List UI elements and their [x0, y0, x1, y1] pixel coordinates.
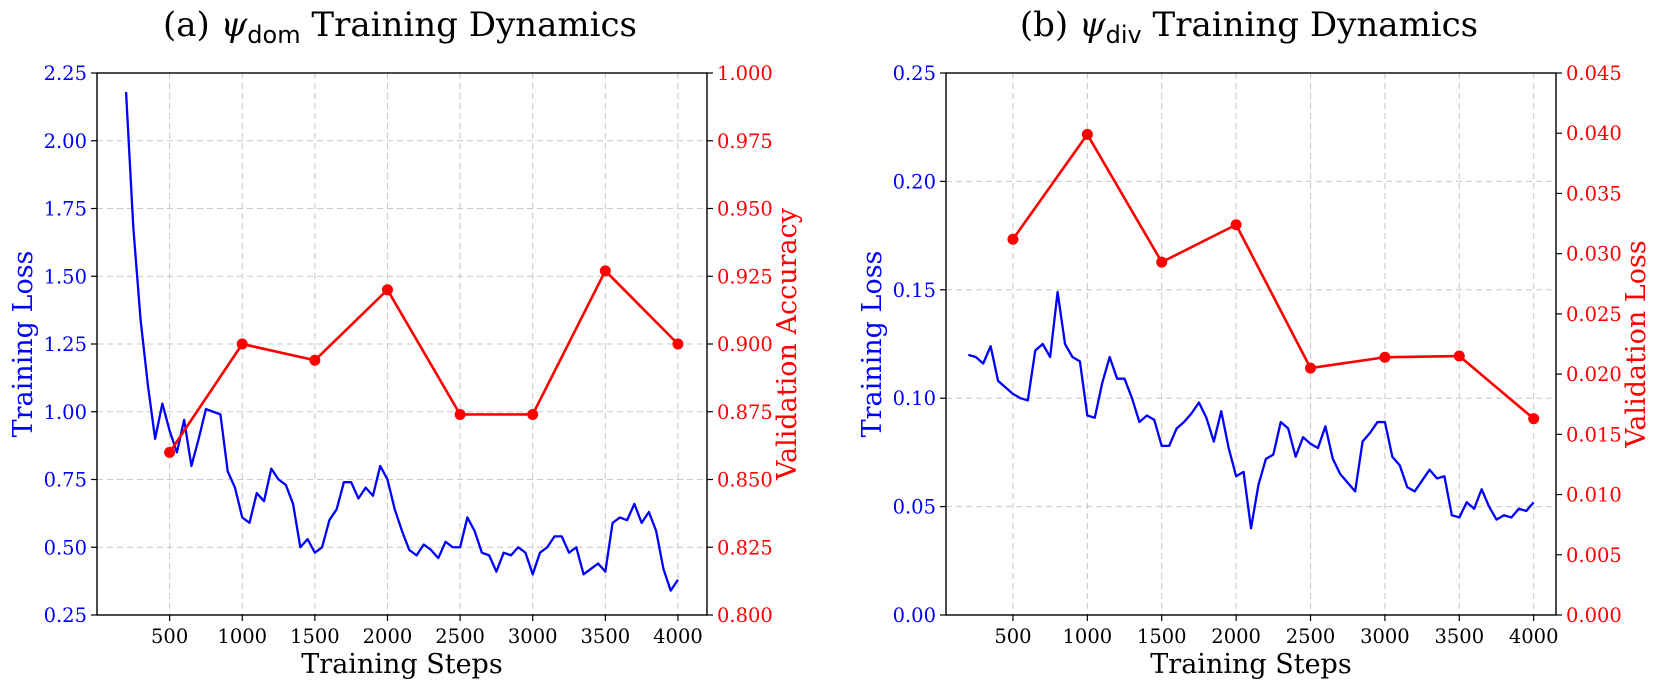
x-tick-label: 3500 — [1434, 625, 1484, 648]
y-tick-label: 0.50 — [44, 536, 87, 559]
x-tick-label: 2000 — [1211, 625, 1261, 648]
y2-tick-label: 0.925 — [717, 265, 773, 288]
validation-accuracy-marker — [454, 408, 466, 420]
validation-accuracy-marker — [164, 446, 176, 458]
x-axis-label: Training Steps — [301, 649, 502, 680]
y2-tick-label: 0.015 — [1566, 423, 1622, 446]
y2-axis-label: Validation Accuracy — [772, 207, 803, 481]
y2-tick-label: 0.000 — [1566, 604, 1622, 627]
y2-axis-label: Validation Loss — [1621, 240, 1652, 448]
y2-tick-label: 0.010 — [1566, 484, 1622, 507]
x-tick-label: 500 — [994, 625, 1031, 648]
chart-panel-b: (b) ψdiv Training Dynamics 500 1000 1500 20… — [857, 5, 1652, 680]
x-tick-label: 4000 — [653, 625, 703, 648]
validation-loss-marker — [1453, 350, 1465, 362]
y-tick-label: 0.10 — [893, 387, 936, 410]
axis-ticks: 500 1000 1500 2000 2500 3000 3500 4000 0.00 0.05 0… — [893, 62, 1622, 648]
chart-panel-a: (a) ψdom Training Dynamics 500 1000 1500 20… — [8, 5, 803, 680]
x-tick-label: 1000 — [217, 625, 267, 648]
x-tick-label: 3000 — [508, 625, 558, 648]
y2-tick-label: 0.020 — [1566, 363, 1622, 386]
y2-tick-label: 0.025 — [1566, 303, 1622, 326]
validation-accuracy-marker — [236, 338, 248, 350]
y-tick-label: 1.75 — [44, 198, 87, 221]
x-tick-label: 2500 — [1286, 625, 1336, 648]
chart-title: (a) ψdom Training Dynamics — [163, 5, 637, 49]
y2-tick-label: 0.045 — [1566, 62, 1622, 85]
gridlines — [946, 72, 1556, 616]
y2-tick-label: 0.950 — [717, 198, 773, 221]
y-tick-label: 1.25 — [44, 333, 87, 356]
validation-loss-marker — [1528, 413, 1540, 425]
y2-tick-label: 0.035 — [1566, 182, 1622, 205]
y2-tick-label: 0.040 — [1566, 122, 1622, 145]
validation-accuracy-marker — [381, 284, 393, 296]
training-loss-line — [967, 290, 1535, 530]
series-layer — [124, 91, 684, 592]
x-tick-label: 500 — [151, 625, 188, 648]
y-tick-label: 0.25 — [893, 62, 936, 85]
y2-tick-label: 0.825 — [717, 536, 773, 559]
x-tick-label: 3000 — [1360, 625, 1410, 648]
y2-tick-label: 0.800 — [717, 604, 773, 627]
x-tick-label: 4000 — [1509, 625, 1559, 648]
validation-loss-marker — [1230, 219, 1242, 231]
validation-loss-marker — [1379, 351, 1391, 363]
y2-tick-label: 0.030 — [1566, 243, 1622, 266]
y-tick-label: 0.05 — [893, 496, 936, 519]
y-tick-label: 1.00 — [44, 401, 87, 424]
validation-accuracy-marker — [527, 408, 539, 420]
y-axis-label: Training Loss — [857, 251, 888, 438]
y-tick-label: 1.50 — [44, 265, 87, 288]
validation-loss-marker — [1305, 362, 1317, 374]
validation-loss-line — [1011, 133, 1535, 420]
x-tick-label: 1500 — [290, 625, 340, 648]
x-tick-label: 2000 — [363, 625, 413, 648]
x-tick-label: 3500 — [581, 625, 631, 648]
validation-accuracy-line — [168, 269, 679, 454]
y-tick-label: 0.00 — [893, 604, 936, 627]
y2-tick-label: 0.005 — [1566, 544, 1622, 567]
y-tick-label: 2.00 — [44, 130, 87, 153]
y-tick-label: 0.20 — [893, 170, 936, 193]
y-tick-label: 0.15 — [893, 279, 936, 302]
chart-title: (b) ψdiv Training Dynamics — [1020, 5, 1478, 49]
series-layer — [967, 128, 1540, 530]
axis-ticks: 500 1000 1500 2000 2500 3000 3500 4000 0.25 0.50 0… — [44, 62, 773, 648]
x-tick-label: 1000 — [1063, 625, 1113, 648]
x-tick-label: 2500 — [435, 625, 485, 648]
y2-tick-label: 0.900 — [717, 333, 773, 356]
y2-tick-label: 0.850 — [717, 469, 773, 492]
validation-loss-marker — [1156, 256, 1168, 268]
validation-accuracy-marker — [599, 265, 611, 277]
validation-accuracy-marker — [309, 354, 321, 366]
y2-tick-label: 0.875 — [717, 401, 773, 424]
x-tick-label: 1500 — [1137, 625, 1187, 648]
plot-frame — [945, 72, 1557, 616]
training-loss-line — [124, 91, 679, 592]
x-axis-label: Training Steps — [1150, 649, 1351, 680]
y2-tick-label: 1.000 — [717, 62, 773, 85]
y-tick-label: 0.25 — [44, 604, 87, 627]
y2-tick-label: 0.975 — [717, 130, 773, 153]
y-tick-label: 0.75 — [44, 469, 87, 492]
validation-loss-marker — [1081, 128, 1093, 140]
validation-accuracy-marker — [672, 338, 684, 350]
y-axis-label: Training Loss — [8, 251, 39, 438]
y-tick-label: 2.25 — [44, 62, 87, 85]
validation-loss-marker — [1007, 233, 1019, 245]
